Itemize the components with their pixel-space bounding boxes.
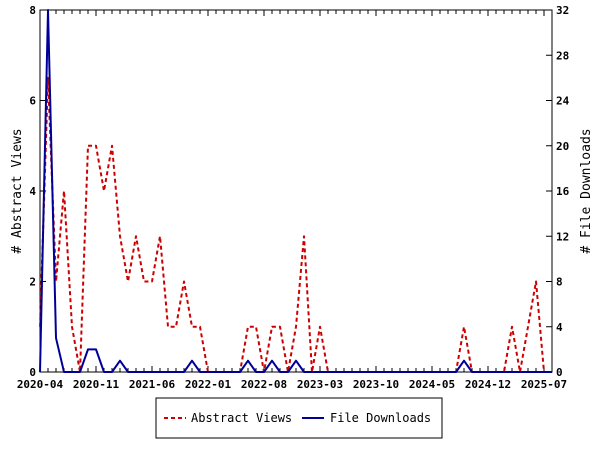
plot-area xyxy=(39,9,553,373)
x-tick-label: 2025-07 xyxy=(521,378,567,391)
x-tick-label: 2023-03 xyxy=(297,378,343,391)
legend-label-file-downloads: File Downloads xyxy=(330,411,431,425)
y-right-tick-label: 4 xyxy=(556,321,563,334)
y-axis-right: 0 4 8 12 16 20 24 28 32 xyxy=(546,4,570,379)
y-right-tick-label: 24 xyxy=(556,95,570,108)
legend-label-abstract-views: Abstract Views xyxy=(191,411,292,425)
y-right-tick-label: 32 xyxy=(556,4,569,17)
x-axis: 2020-04 2020-11 2021-06 2022-01 2022-08 2023-… xyxy=(17,10,567,391)
x-tick-label: 2023-10 xyxy=(353,378,399,391)
series-line-file-downloads xyxy=(39,9,552,373)
y-left-tick-label: 4 xyxy=(29,185,36,198)
y-left-tick-label: 6 xyxy=(29,95,36,108)
y-left-tick-label: 2 xyxy=(29,276,36,289)
y-axis-left-title: # Abstract Views xyxy=(10,128,25,253)
series-layer xyxy=(39,9,552,373)
y-left-tick-label: 8 xyxy=(29,4,36,17)
y-right-tick-label: 28 xyxy=(556,49,569,62)
y-right-tick-label: 0 xyxy=(556,366,563,379)
x-tick-label: 2022-08 xyxy=(241,378,287,391)
y-right-tick-label: 8 xyxy=(556,276,563,289)
x-tick-label: 2022-01 xyxy=(185,378,232,391)
series-line-abstract-views xyxy=(39,76,552,373)
y-axis-right-title: # File Downloads xyxy=(579,128,594,253)
x-tick-label: 2024-05 xyxy=(409,378,455,391)
x-tick-label: 2024-12 xyxy=(465,378,511,391)
y-right-tick-label: 12 xyxy=(556,230,569,243)
legend-box xyxy=(155,397,443,439)
x-tick-label: 2020-04 xyxy=(17,378,64,391)
y-left-tick-label: 0 xyxy=(29,366,36,379)
legend: Abstract Views File Downloads xyxy=(155,397,443,439)
x-tick-label: 2020-11 xyxy=(73,378,120,391)
y-right-tick-label: 16 xyxy=(556,185,570,198)
y-right-tick-label: 20 xyxy=(556,140,569,153)
x-tick-label: 2021-06 xyxy=(129,378,176,391)
